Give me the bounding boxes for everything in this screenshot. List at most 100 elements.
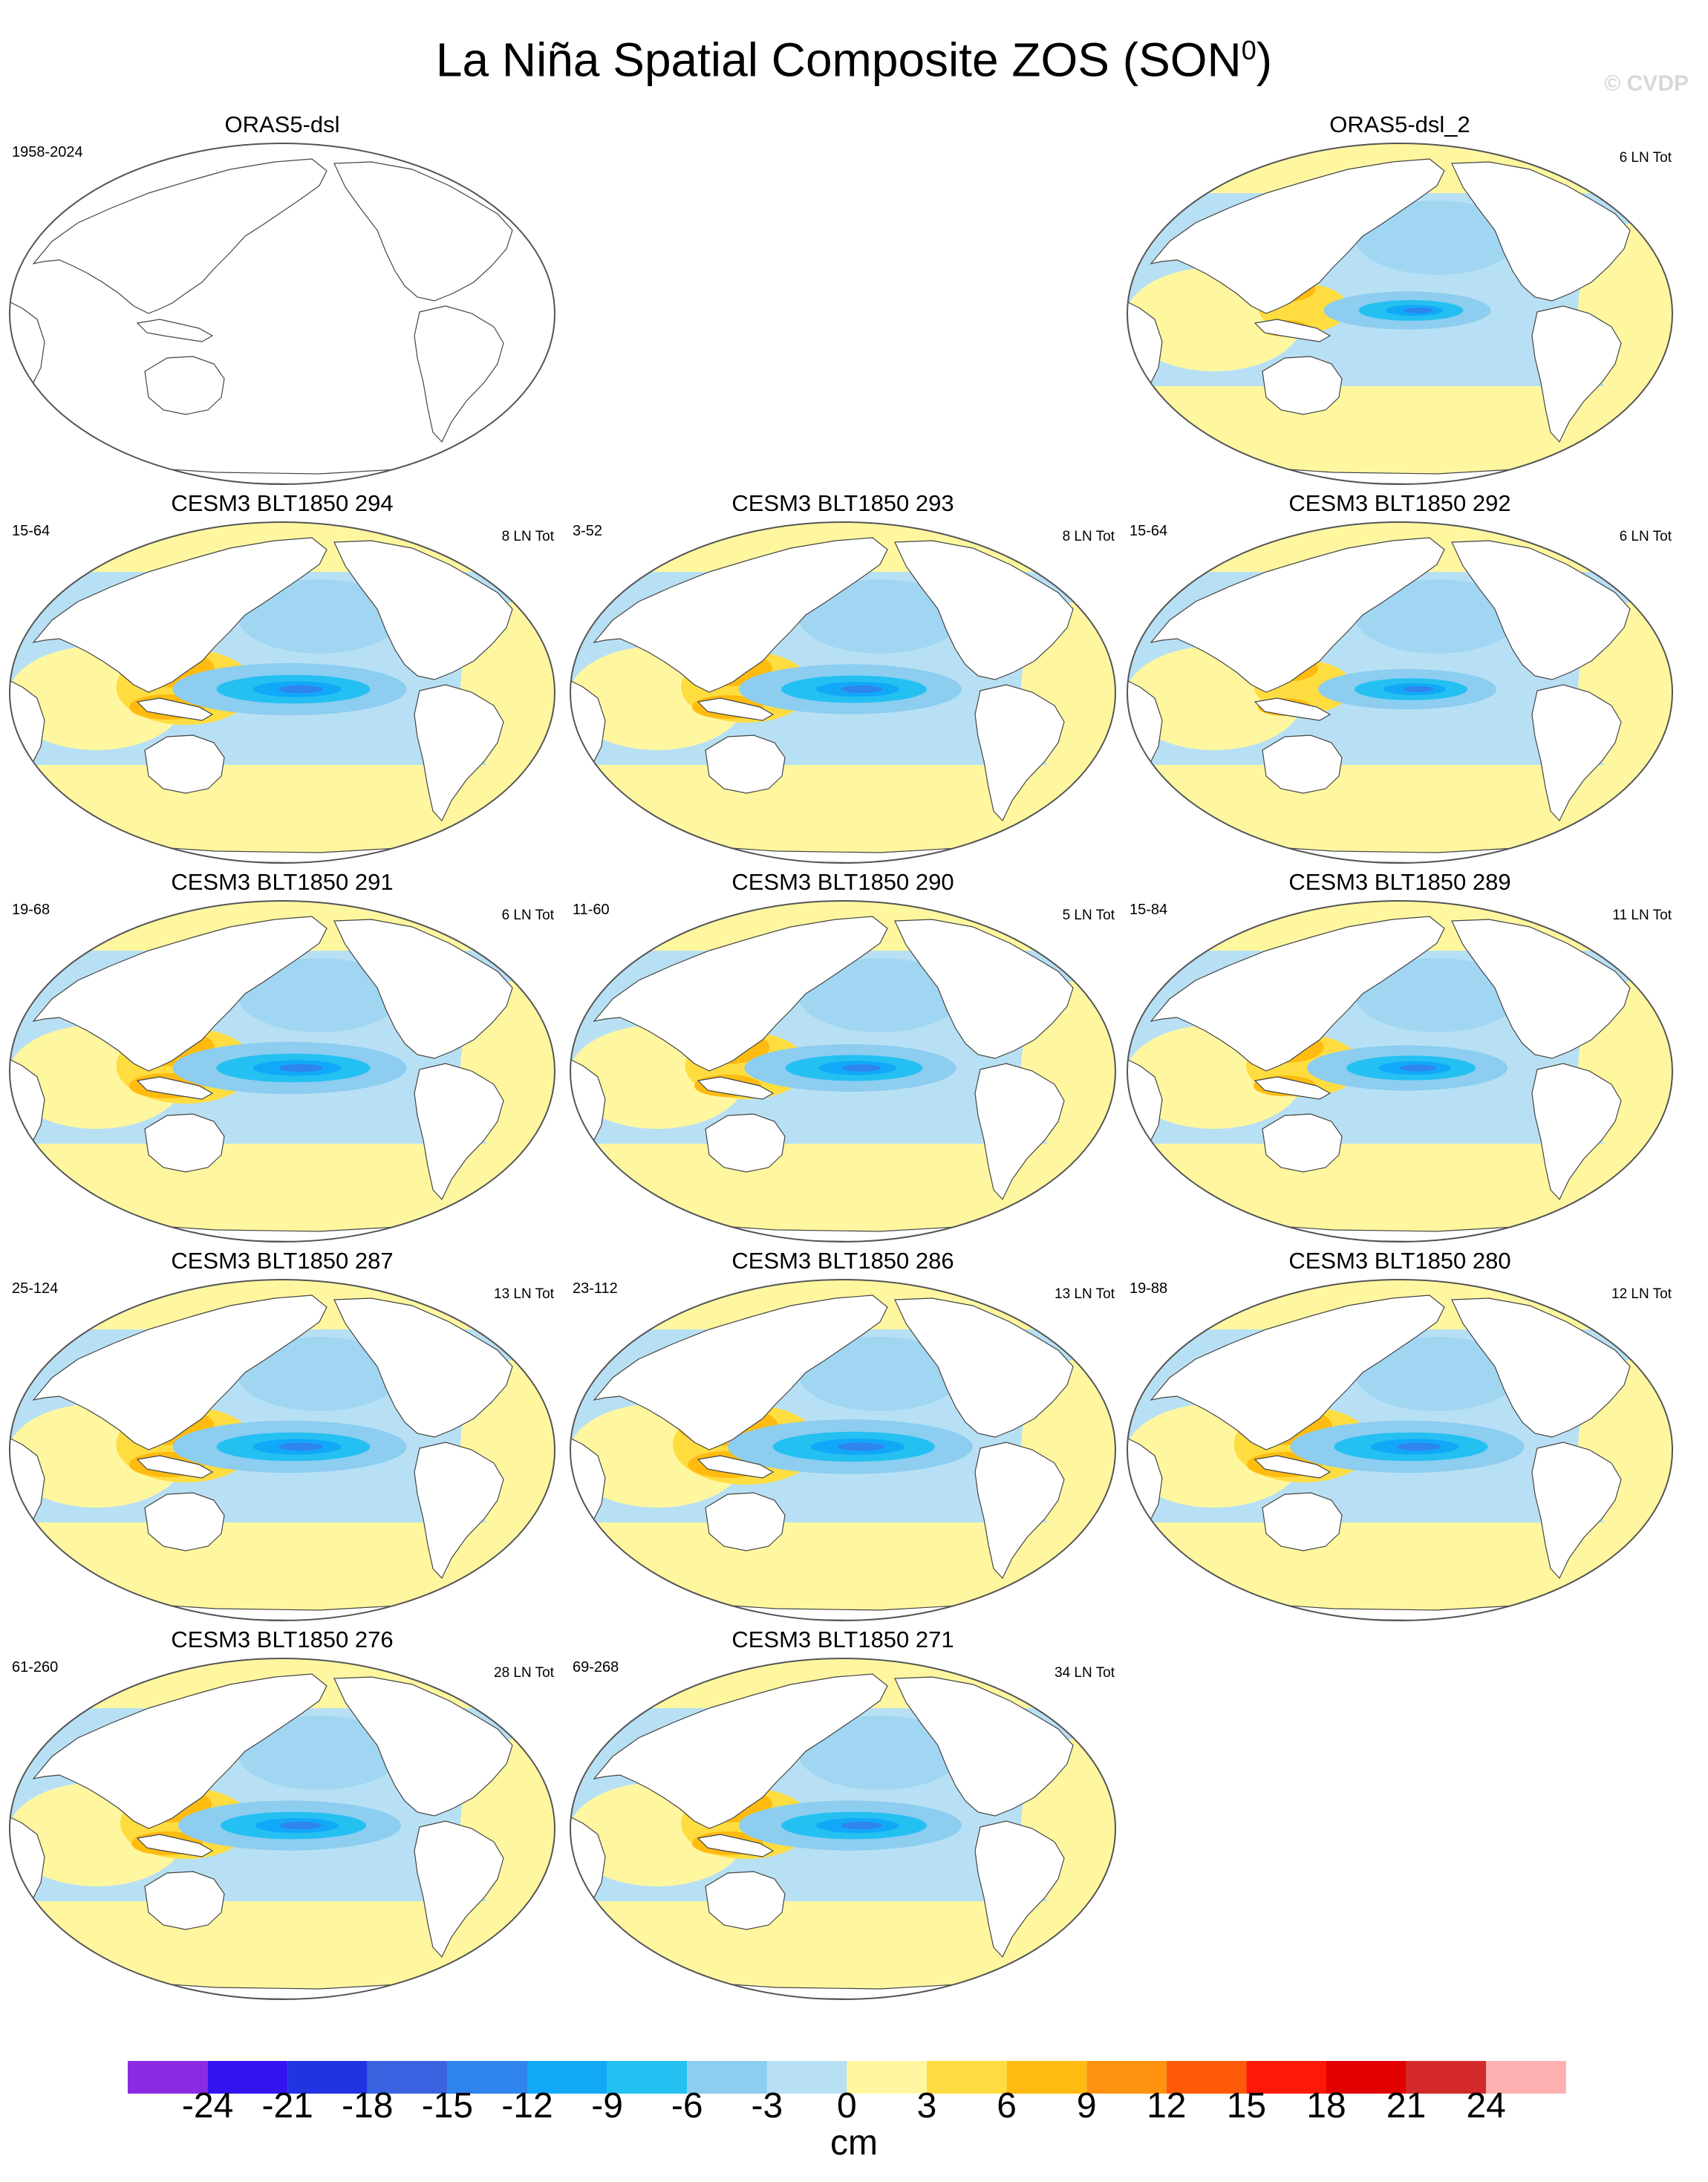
map-panel: CESM3 BLT1850 271 69-268 34 LN Tot bbox=[568, 1626, 1118, 2016]
panel-period: 25-124 bbox=[12, 1280, 59, 1297]
land-mass bbox=[136, 1455, 214, 1479]
land-mass bbox=[1451, 161, 1631, 302]
colorbar-tick-label: -12 bbox=[501, 2086, 553, 2126]
land-mass bbox=[136, 697, 214, 721]
land-mass bbox=[697, 697, 775, 721]
map-panel: CESM3 BLT1850 293 3-52 8 LN Tot bbox=[568, 490, 1118, 880]
composite-map bbox=[9, 143, 555, 485]
land-mass bbox=[894, 540, 1074, 680]
land-mass bbox=[1262, 356, 1343, 415]
land-mass bbox=[1150, 537, 1445, 693]
land-mass bbox=[1150, 916, 1445, 1072]
map-panel: CESM3 BLT1850 292 15-64 6 LN Tot bbox=[1125, 490, 1675, 880]
land-mass bbox=[1570, 535, 1623, 565]
land-mass bbox=[593, 537, 888, 693]
land-mass bbox=[974, 1063, 1065, 1201]
north-pacific-anomaly bbox=[798, 958, 962, 1032]
map-outline bbox=[1127, 900, 1673, 1243]
southern-ocean-band bbox=[10, 1522, 555, 1621]
land-mass bbox=[1013, 535, 1066, 565]
map-panel: CESM3 BLT1850 286 23-112 13 LN Tot bbox=[568, 1248, 1118, 1638]
composite-map bbox=[9, 521, 555, 864]
land-mass bbox=[144, 356, 225, 415]
map-outline bbox=[570, 521, 1116, 864]
cold-tongue-core bbox=[841, 685, 882, 693]
panel-title: CESM3 BLT1850 276 bbox=[171, 1626, 394, 1652]
southern-ocean-band bbox=[570, 1901, 1115, 1999]
composite-map bbox=[1127, 521, 1673, 864]
land-mass bbox=[414, 1063, 504, 1201]
southern-ocean-band bbox=[10, 1144, 555, 1242]
panel-period: 15-84 bbox=[1130, 902, 1168, 918]
land-mass bbox=[144, 1871, 225, 1930]
composite-map bbox=[9, 1658, 555, 2000]
land-mass bbox=[1262, 735, 1343, 794]
colorbar-tick-label: -24 bbox=[181, 2086, 234, 2126]
map-outline bbox=[9, 521, 555, 864]
panel-title: CESM3 BLT1850 289 bbox=[1288, 869, 1511, 895]
map-outline bbox=[9, 143, 555, 485]
composite-map bbox=[570, 1658, 1116, 2000]
land-mass bbox=[1254, 1455, 1331, 1479]
figure-title-superscript: 0 bbox=[1241, 35, 1256, 65]
colorbar-tick-label: -18 bbox=[342, 2086, 394, 2126]
map-outline bbox=[570, 1279, 1116, 1621]
cold-tongue-core bbox=[1400, 1064, 1437, 1072]
panel-title: CESM3 BLT1850 271 bbox=[731, 1626, 954, 1652]
colorbar-tick-label: -15 bbox=[421, 2086, 474, 2126]
panel-event-count: 13 LN Tot bbox=[494, 1286, 554, 1302]
map-outline bbox=[1127, 1279, 1673, 1621]
land-mass bbox=[1254, 1076, 1331, 1100]
panel-title: CESM3 BLT1850 291 bbox=[171, 869, 394, 895]
map-panel: ORAS5-dsl 1958-2024 bbox=[7, 111, 557, 501]
land-mass bbox=[894, 1297, 1074, 1438]
figure-title-close: ) bbox=[1256, 33, 1273, 87]
land-mass bbox=[136, 1834, 214, 1857]
north-pacific-anomaly bbox=[238, 1337, 401, 1411]
panel-event-count: 6 LN Tot bbox=[1619, 529, 1672, 544]
panel-event-count: 5 LN Tot bbox=[1062, 908, 1115, 923]
land-mass bbox=[1262, 1492, 1343, 1551]
land-mass bbox=[705, 1492, 786, 1551]
map-panel: CESM3 BLT1850 294 15-64 8 LN Tot bbox=[7, 490, 557, 880]
north-pacific-anomaly bbox=[1355, 958, 1519, 1032]
panel-event-count: 12 LN Tot bbox=[1611, 1286, 1672, 1302]
land-mass bbox=[1531, 305, 1622, 443]
map-field bbox=[1127, 1280, 1672, 1621]
land-mass bbox=[32, 537, 327, 693]
composite-map bbox=[1127, 900, 1673, 1243]
land-mass bbox=[136, 319, 214, 342]
land-mass bbox=[144, 735, 225, 794]
composite-map bbox=[1127, 143, 1673, 485]
panel-title: CESM3 BLT1850 292 bbox=[1288, 490, 1511, 516]
land-mass bbox=[894, 919, 1074, 1059]
north-pacific-anomaly bbox=[1355, 201, 1519, 275]
composite-map bbox=[570, 1279, 1116, 1621]
land-mass bbox=[1451, 540, 1631, 680]
land-mass bbox=[1254, 319, 1331, 342]
panel-title: ORAS5-dsl_2 bbox=[1329, 111, 1470, 137]
land-mass bbox=[32, 1673, 327, 1829]
panel-period: 19-88 bbox=[1130, 1280, 1168, 1297]
colorbar-tick-label: 24 bbox=[1466, 2086, 1506, 2126]
panel-period: 11-60 bbox=[573, 902, 610, 918]
colorbar-tick-label: 15 bbox=[1226, 2086, 1267, 2126]
panel-title: CESM3 BLT1850 287 bbox=[171, 1248, 394, 1274]
land-mass bbox=[452, 1293, 506, 1323]
southern-ocean-band bbox=[1127, 386, 1672, 484]
panel-title: CESM3 BLT1850 280 bbox=[1288, 1248, 1511, 1274]
colorbar-tick-label: 3 bbox=[916, 2086, 937, 2126]
southern-ocean-band bbox=[1127, 1144, 1672, 1242]
panel-period: 69-268 bbox=[573, 1659, 619, 1675]
map-panel: CESM3 BLT1850 290 11-60 5 LN Tot bbox=[568, 869, 1118, 1259]
land-mass bbox=[32, 1294, 327, 1450]
cold-tongue-core bbox=[1404, 307, 1433, 313]
land-mass bbox=[974, 1442, 1065, 1580]
cold-tongue-core bbox=[841, 1064, 881, 1072]
land-mass bbox=[894, 1676, 1074, 1817]
land-mass bbox=[1570, 914, 1623, 944]
map-panel: CESM3 BLT1850 280 19-88 12 LN Tot bbox=[1125, 1248, 1675, 1638]
southern-ocean-band bbox=[10, 765, 555, 863]
colorbar-tick-label: -3 bbox=[751, 2086, 783, 2126]
land-mass bbox=[414, 684, 504, 822]
